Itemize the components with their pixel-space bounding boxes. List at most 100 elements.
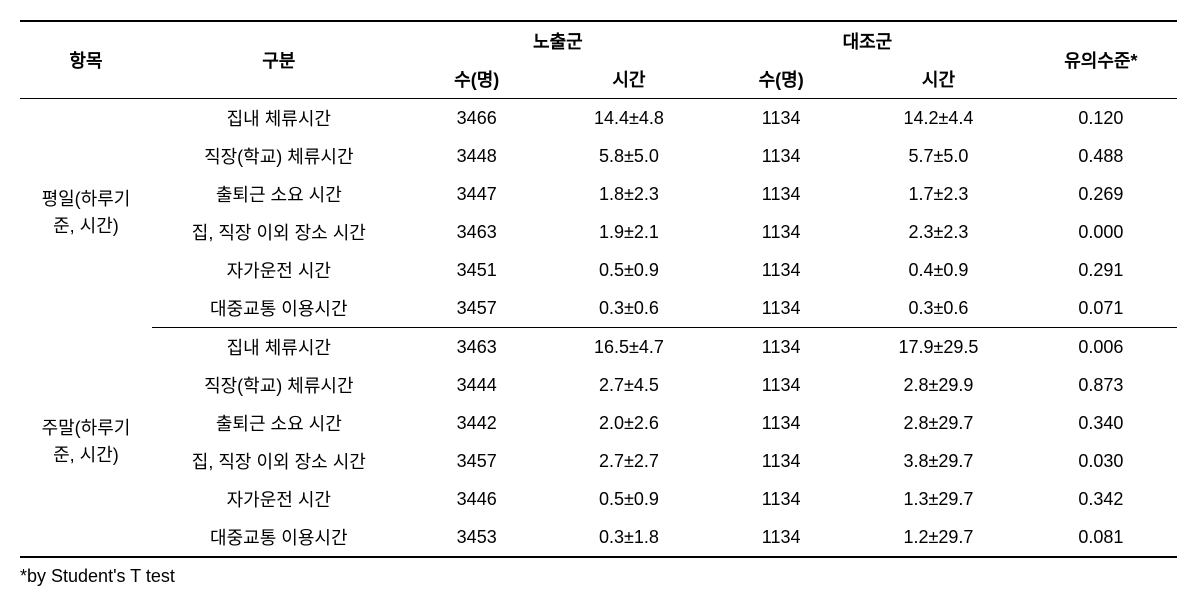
cell-category: 집내 체류시간 [152, 328, 406, 367]
cell-exp-n: 3451 [406, 251, 548, 289]
cell-sig: 0.269 [1025, 175, 1177, 213]
cell-exp-t: 14.4±4.8 [548, 99, 710, 138]
cell-ctrl-n: 1134 [710, 99, 852, 138]
cell-exp-t: 0.5±0.9 [548, 251, 710, 289]
cell-ctrl-t: 2.8±29.9 [852, 366, 1025, 404]
table-row: 자가운전 시간 3446 0.5±0.9 1134 1.3±29.7 0.342 [20, 480, 1177, 518]
cell-ctrl-n: 1134 [710, 404, 852, 442]
col-exp-time: 시간 [548, 60, 710, 99]
table-body: 평일(하루기 준, 시간) 집내 체류시간 3466 14.4±4.8 1134… [20, 99, 1177, 558]
cell-exp-n: 3466 [406, 99, 548, 138]
cell-exp-t: 2.7±4.5 [548, 366, 710, 404]
section-label-weekday: 평일(하루기 준, 시간) [20, 99, 152, 328]
section-label-line1: 평일(하루기 [42, 189, 131, 209]
cell-exp-n: 3448 [406, 137, 548, 175]
table-row: 직장(학교) 체류시간 3448 5.8±5.0 1134 5.7±5.0 0.… [20, 137, 1177, 175]
cell-exp-n: 3447 [406, 175, 548, 213]
cell-ctrl-t: 17.9±29.5 [852, 328, 1025, 367]
cell-exp-n: 3463 [406, 213, 548, 251]
cell-ctrl-t: 1.7±2.3 [852, 175, 1025, 213]
table-row: 자가운전 시간 3451 0.5±0.9 1134 0.4±0.9 0.291 [20, 251, 1177, 289]
cell-ctrl-n: 1134 [710, 289, 852, 328]
cell-category: 집내 체류시간 [152, 99, 406, 138]
col-category: 구분 [152, 21, 406, 99]
table-row: 집, 직장 이외 장소 시간 3463 1.9±2.1 1134 2.3±2.3… [20, 213, 1177, 251]
cell-exp-n: 3446 [406, 480, 548, 518]
cell-category: 출퇴근 소요 시간 [152, 404, 406, 442]
table-row: 평일(하루기 준, 시간) 집내 체류시간 3466 14.4±4.8 1134… [20, 99, 1177, 138]
cell-ctrl-t: 1.3±29.7 [852, 480, 1025, 518]
cell-sig: 0.873 [1025, 366, 1177, 404]
cell-sig: 0.340 [1025, 404, 1177, 442]
table-row: 직장(학교) 체류시간 3444 2.7±4.5 1134 2.8±29.9 0… [20, 366, 1177, 404]
cell-category: 직장(학교) 체류시간 [152, 366, 406, 404]
cell-exp-t: 2.0±2.6 [548, 404, 710, 442]
cell-sig: 0.342 [1025, 480, 1177, 518]
col-exp-count: 수(명) [406, 60, 548, 99]
cell-sig: 0.081 [1025, 518, 1177, 557]
cell-sig: 0.071 [1025, 289, 1177, 328]
cell-exp-t: 0.3±1.8 [548, 518, 710, 557]
table-row: 대중교통 이용시간 3457 0.3±0.6 1134 0.3±0.6 0.07… [20, 289, 1177, 328]
cell-ctrl-n: 1134 [710, 213, 852, 251]
cell-category: 대중교통 이용시간 [152, 289, 406, 328]
cell-ctrl-n: 1134 [710, 175, 852, 213]
cell-ctrl-n: 1134 [710, 442, 852, 480]
cell-ctrl-n: 1134 [710, 518, 852, 557]
data-table-container: 항목 구분 노출군 대조군 유의수준* 수(명) 시간 수(명) 시간 평일(하… [20, 20, 1177, 587]
cell-sig: 0.030 [1025, 442, 1177, 480]
col-exposure-group: 노출군 [406, 21, 710, 60]
cell-exp-t: 16.5±4.7 [548, 328, 710, 367]
cell-exp-n: 3442 [406, 404, 548, 442]
section-label-line2: 준, 시간) [53, 445, 119, 465]
cell-exp-t: 1.8±2.3 [548, 175, 710, 213]
cell-ctrl-t: 2.8±29.7 [852, 404, 1025, 442]
col-significance: 유의수준* [1025, 21, 1177, 99]
cell-sig: 0.291 [1025, 251, 1177, 289]
cell-exp-n: 3444 [406, 366, 548, 404]
cell-exp-t: 1.9±2.1 [548, 213, 710, 251]
col-ctrl-count: 수(명) [710, 60, 852, 99]
table-row: 출퇴근 소요 시간 3442 2.0±2.6 1134 2.8±29.7 0.3… [20, 404, 1177, 442]
section-label-line2: 준, 시간) [53, 216, 119, 236]
table-row: 대중교통 이용시간 3453 0.3±1.8 1134 1.2±29.7 0.0… [20, 518, 1177, 557]
col-item: 항목 [20, 21, 152, 99]
cell-sig: 0.006 [1025, 328, 1177, 367]
data-table: 항목 구분 노출군 대조군 유의수준* 수(명) 시간 수(명) 시간 평일(하… [20, 20, 1177, 558]
cell-exp-n: 3463 [406, 328, 548, 367]
cell-sig: 0.488 [1025, 137, 1177, 175]
cell-category: 자가운전 시간 [152, 251, 406, 289]
cell-ctrl-n: 1134 [710, 251, 852, 289]
cell-ctrl-t: 0.4±0.9 [852, 251, 1025, 289]
cell-exp-t: 0.3±0.6 [548, 289, 710, 328]
cell-ctrl-n: 1134 [710, 480, 852, 518]
cell-ctrl-t: 5.7±5.0 [852, 137, 1025, 175]
cell-ctrl-t: 2.3±2.3 [852, 213, 1025, 251]
section-label-weekend: 주말(하루기 준, 시간) [20, 328, 152, 558]
col-ctrl-time: 시간 [852, 60, 1025, 99]
cell-category: 출퇴근 소요 시간 [152, 175, 406, 213]
cell-category: 자가운전 시간 [152, 480, 406, 518]
cell-exp-t: 2.7±2.7 [548, 442, 710, 480]
section-label-line1: 주말(하루기 [42, 418, 131, 438]
cell-category: 집, 직장 이외 장소 시간 [152, 442, 406, 480]
cell-ctrl-t: 14.2±4.4 [852, 99, 1025, 138]
cell-ctrl-t: 0.3±0.6 [852, 289, 1025, 328]
col-control-group: 대조군 [710, 21, 1025, 60]
cell-exp-n: 3457 [406, 289, 548, 328]
cell-exp-n: 3457 [406, 442, 548, 480]
cell-category: 대중교통 이용시간 [152, 518, 406, 557]
table-row: 출퇴근 소요 시간 3447 1.8±2.3 1134 1.7±2.3 0.26… [20, 175, 1177, 213]
cell-exp-n: 3453 [406, 518, 548, 557]
cell-ctrl-n: 1134 [710, 366, 852, 404]
cell-exp-t: 0.5±0.9 [548, 480, 710, 518]
cell-category: 집, 직장 이외 장소 시간 [152, 213, 406, 251]
cell-ctrl-n: 1134 [710, 328, 852, 367]
cell-sig: 0.000 [1025, 213, 1177, 251]
cell-ctrl-n: 1134 [710, 137, 852, 175]
cell-ctrl-t: 3.8±29.7 [852, 442, 1025, 480]
cell-sig: 0.120 [1025, 99, 1177, 138]
table-row: 집, 직장 이외 장소 시간 3457 2.7±2.7 1134 3.8±29.… [20, 442, 1177, 480]
table-row: 주말(하루기 준, 시간) 집내 체류시간 3463 16.5±4.7 1134… [20, 328, 1177, 367]
cell-category: 직장(학교) 체류시간 [152, 137, 406, 175]
